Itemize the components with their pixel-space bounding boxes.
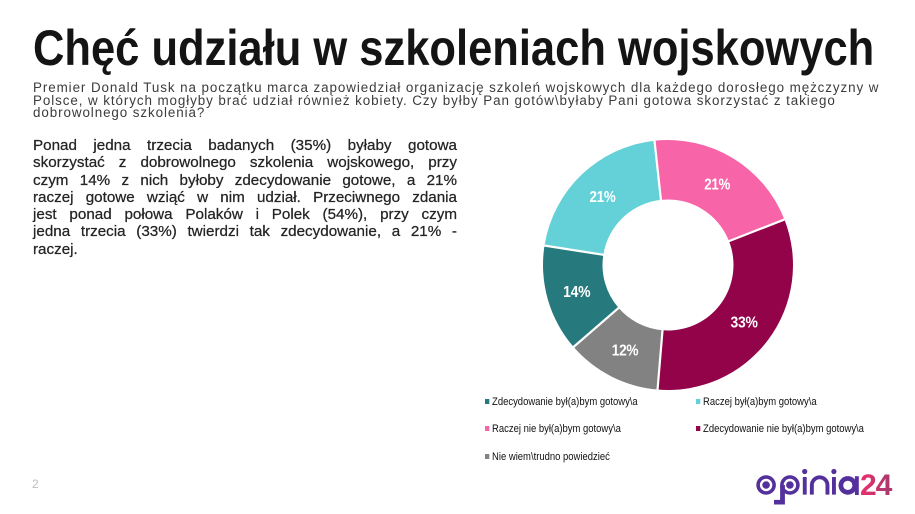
svg-text:24: 24 [860,469,893,502]
svg-text:21%: 21% [704,177,730,194]
svg-text:33%: 33% [731,315,758,332]
svg-text:21%: 21% [590,189,616,206]
svg-text:14%: 14% [563,284,590,301]
svg-text:12%: 12% [612,343,639,360]
